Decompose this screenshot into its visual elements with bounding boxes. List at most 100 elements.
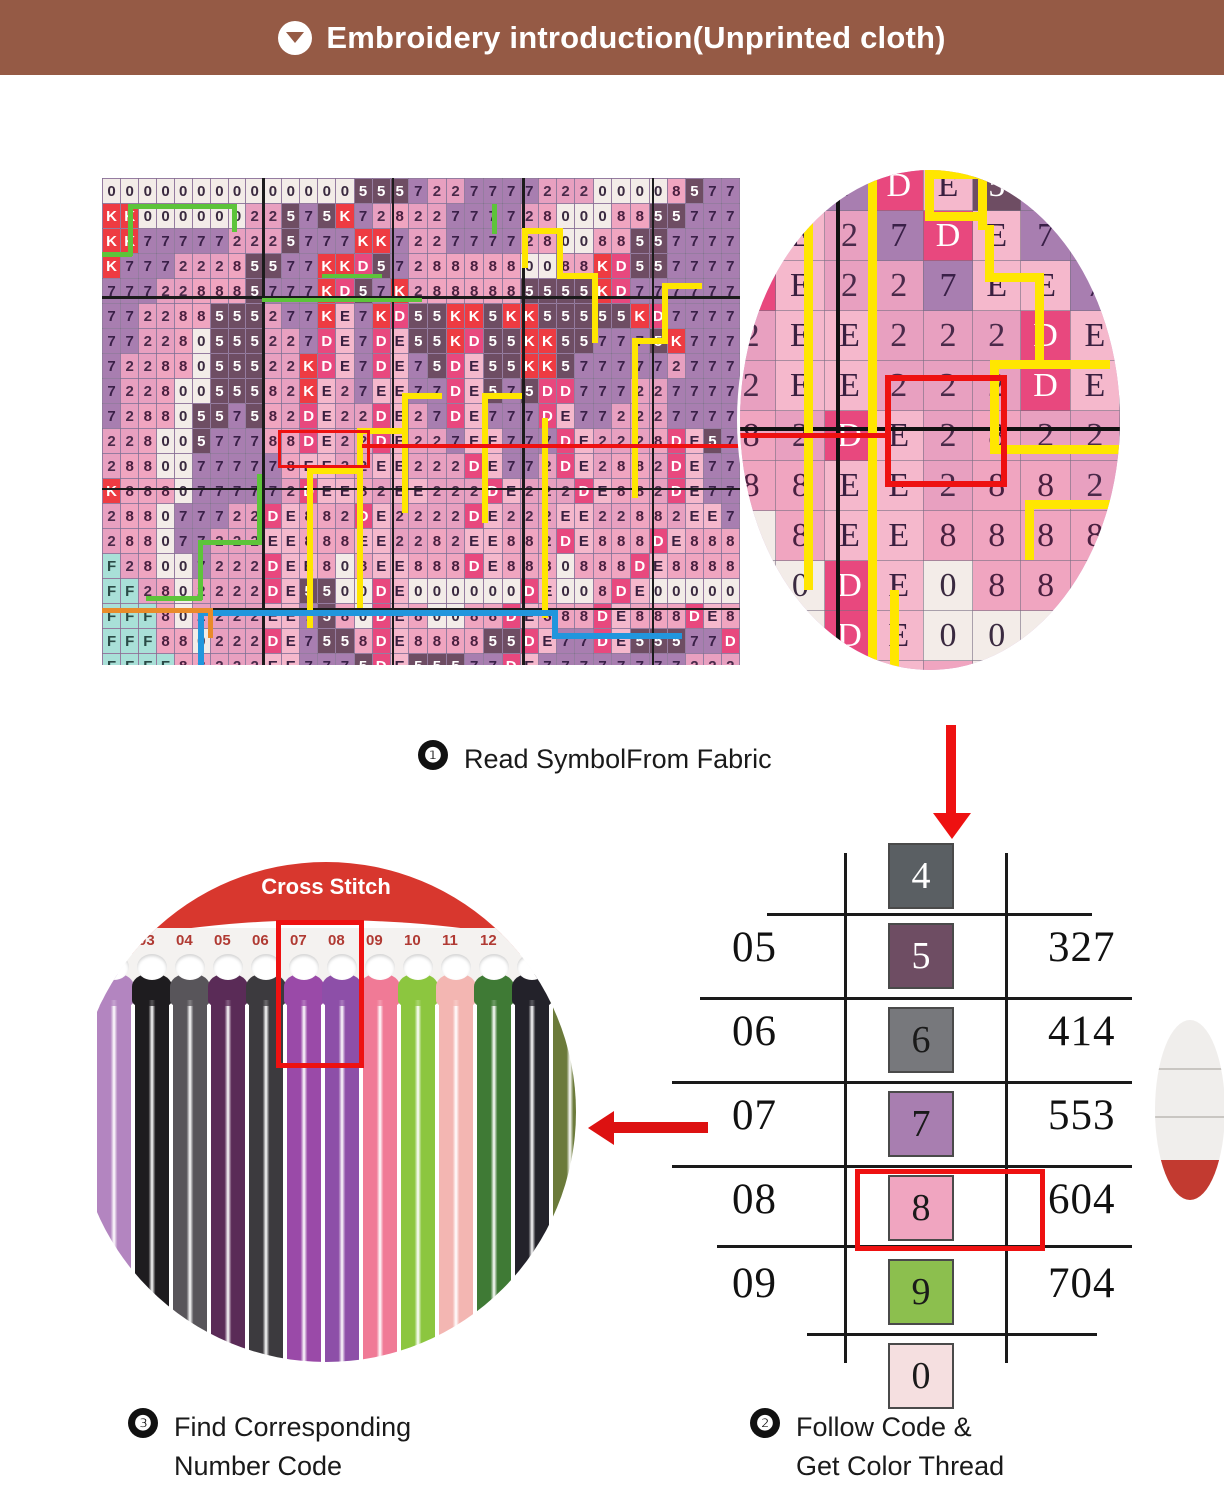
symbol-cell: 2	[592, 428, 613, 454]
thread-skein[interactable]	[170, 974, 210, 1362]
symbol-cell: 7	[102, 403, 122, 429]
symbol-cell: 7	[684, 228, 705, 254]
symbol-cell: 5	[703, 428, 722, 454]
symbol-cell: E	[281, 578, 301, 604]
magnified-cell: D	[824, 610, 875, 661]
symbol-cell: E	[389, 353, 410, 379]
grid-guide-horizontal	[102, 608, 740, 610]
symbol-cell: 8	[703, 528, 722, 554]
symbol-cell: 7	[353, 203, 373, 229]
symbol-cell: D	[501, 653, 521, 665]
magnified-cell: 0	[922, 560, 974, 611]
thread-skein[interactable]	[284, 974, 324, 1362]
step-1-caption: ❶ Read SymbolFrom Fabric	[418, 740, 772, 779]
symbol-cell: 8	[173, 628, 193, 654]
symbol-cell: 8	[684, 553, 705, 579]
thread-skein[interactable]	[436, 974, 476, 1362]
symbol-cell: 8	[353, 553, 373, 579]
symbol-cell: 7	[574, 653, 594, 665]
symbol-cell: 2	[138, 578, 158, 604]
symbol-cell: 2	[102, 503, 122, 529]
symbol-cell: 2	[445, 528, 466, 554]
symbol-cell: K	[371, 228, 391, 254]
symbol-cell: 0	[464, 578, 484, 604]
symbol-cell: 7	[720, 303, 740, 329]
symbol-cell: 2	[281, 478, 301, 504]
magnified-cell: D	[873, 170, 924, 211]
symbol-cell: E	[703, 503, 722, 529]
symbol-cell: 7	[191, 503, 211, 529]
thread-skein[interactable]	[360, 974, 400, 1362]
symbol-cell: 8	[138, 553, 158, 579]
symbol-cell: 2	[408, 503, 429, 529]
symbol-cell: 2	[408, 253, 429, 279]
symbol-cell: E	[482, 528, 503, 554]
color-swatch-6: 6	[888, 1007, 954, 1073]
thread-skein[interactable]	[398, 974, 438, 1362]
thread-skein[interactable]	[208, 974, 248, 1362]
magnified-cell: D	[740, 210, 777, 261]
symbol-cell: 7	[720, 378, 740, 404]
symbol-cell: 7	[666, 253, 686, 279]
symbol-cell: 2	[245, 653, 265, 665]
symbol-cell: E	[482, 553, 503, 579]
symbol-cell: 7	[629, 653, 650, 665]
thread-skein[interactable]	[132, 974, 172, 1362]
symbol-cell: 5	[666, 628, 686, 654]
symbol-cell: 8	[120, 478, 140, 504]
symbol-cell: E	[317, 428, 337, 454]
symbol-cell: 2	[427, 453, 447, 479]
color-swatch-5: 5	[888, 923, 954, 989]
symbol-cell: 7	[102, 353, 122, 379]
symbol-cell: D	[445, 353, 466, 379]
magnified-cell: 2	[972, 310, 1022, 361]
symbol-cell: E	[281, 653, 301, 665]
symbol-cell: 2	[445, 453, 466, 479]
symbol-cell: 7	[501, 453, 521, 479]
symbol-cell: 8	[611, 203, 631, 229]
symbol-cell: E	[389, 628, 410, 654]
symbol-cell: 5	[317, 203, 337, 229]
thread-skein[interactable]	[474, 974, 514, 1362]
symbol-cell: 0	[156, 553, 175, 579]
thread-number-label: 10	[404, 932, 421, 949]
symbol-cell: 2	[427, 178, 447, 204]
symbol-cell: K	[102, 478, 122, 504]
thread-skein[interactable]	[550, 974, 576, 1362]
symbol-cell: 7	[611, 353, 631, 379]
symbol-cell: 8	[227, 253, 247, 279]
symbol-cell: 7	[684, 203, 705, 229]
thread-skein[interactable]	[322, 974, 362, 1362]
magnified-row: 88DE8008	[740, 660, 1120, 670]
symbol-cell: 2	[427, 478, 447, 504]
chevron-down-circle-icon[interactable]	[278, 20, 313, 55]
symbol-cell: 5	[427, 303, 447, 329]
symbol-cell: F	[102, 653, 122, 665]
symbol-cell: 5	[482, 628, 503, 654]
symbol-cell: 7	[299, 278, 319, 304]
symbol-cell: 2	[209, 628, 230, 654]
symbol-cell: E	[684, 503, 705, 529]
symbol-cell: 2	[611, 428, 631, 454]
symbol-cell: 8	[445, 628, 466, 654]
symbol-cell: D	[299, 428, 319, 454]
thread-skein[interactable]	[94, 974, 134, 1362]
thread-skein[interactable]	[512, 974, 552, 1362]
symbol-cell: 8	[227, 278, 247, 304]
symbol-cell: D	[555, 528, 576, 554]
symbol-cell: 0	[684, 578, 705, 604]
symbol-cell: 7	[684, 328, 705, 354]
thread-hole	[175, 954, 205, 980]
symbol-cell: 2	[281, 378, 301, 404]
symbol-cell: D	[371, 403, 391, 429]
symbol-cell: 2	[191, 578, 211, 604]
symbol-cell: 7	[611, 328, 631, 354]
magnified-cell: 0	[1069, 610, 1120, 661]
symbol-cell: 7	[482, 203, 503, 229]
symbol-cell: 7	[317, 653, 337, 665]
symbol-cell: 2	[445, 478, 466, 504]
symbol-cell: E	[371, 528, 391, 554]
